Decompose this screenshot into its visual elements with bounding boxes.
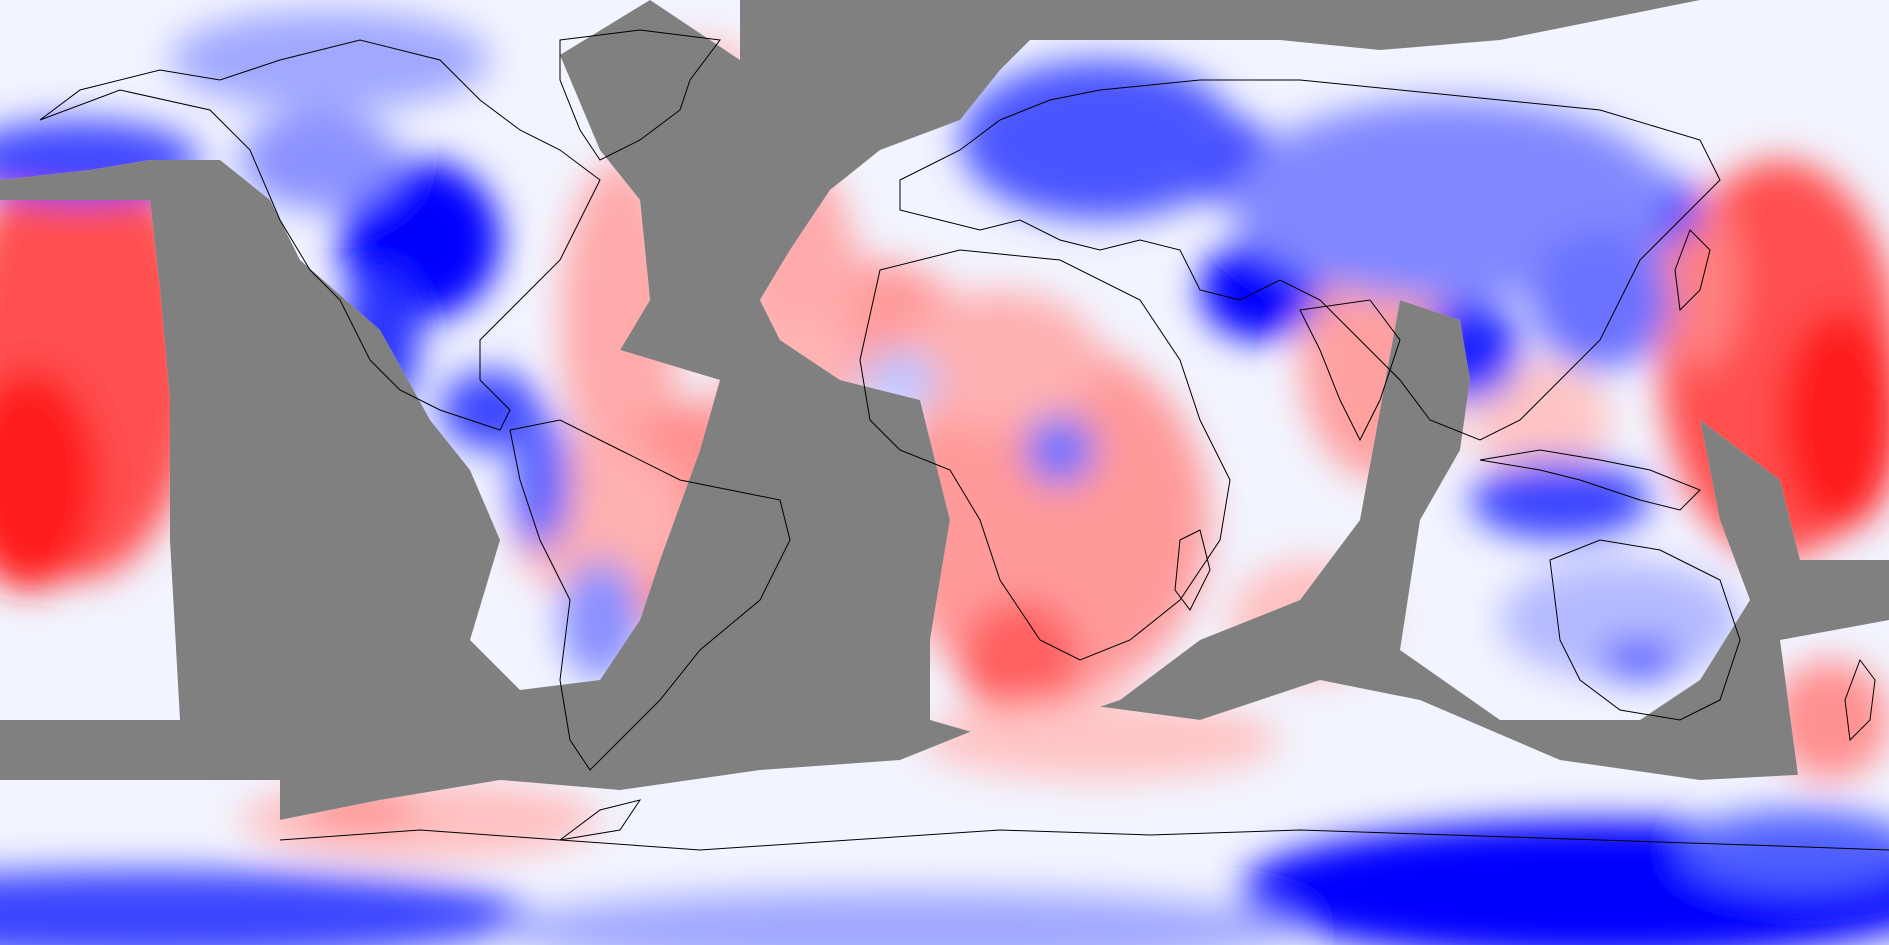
coastline-north-america [39, 39, 601, 431]
coastline-south-america [509, 419, 791, 771]
coastline-southeast-asia [1479, 449, 1701, 511]
coastline-africa [859, 249, 1231, 661]
warm-anomaly-africa [890, 340, 1210, 700]
coastline-australia [1549, 539, 1741, 721]
coastline-eurasia [899, 79, 1721, 441]
coastline-japan [1674, 229, 1711, 312]
coastlines [39, 29, 1889, 851]
coastline-new-zealand [1844, 658, 1876, 742]
coastline-madagascar [1174, 529, 1211, 611]
coastline-india [1299, 299, 1401, 442]
coastline-greenland [559, 29, 721, 161]
coastline-antarctica [279, 829, 1889, 851]
